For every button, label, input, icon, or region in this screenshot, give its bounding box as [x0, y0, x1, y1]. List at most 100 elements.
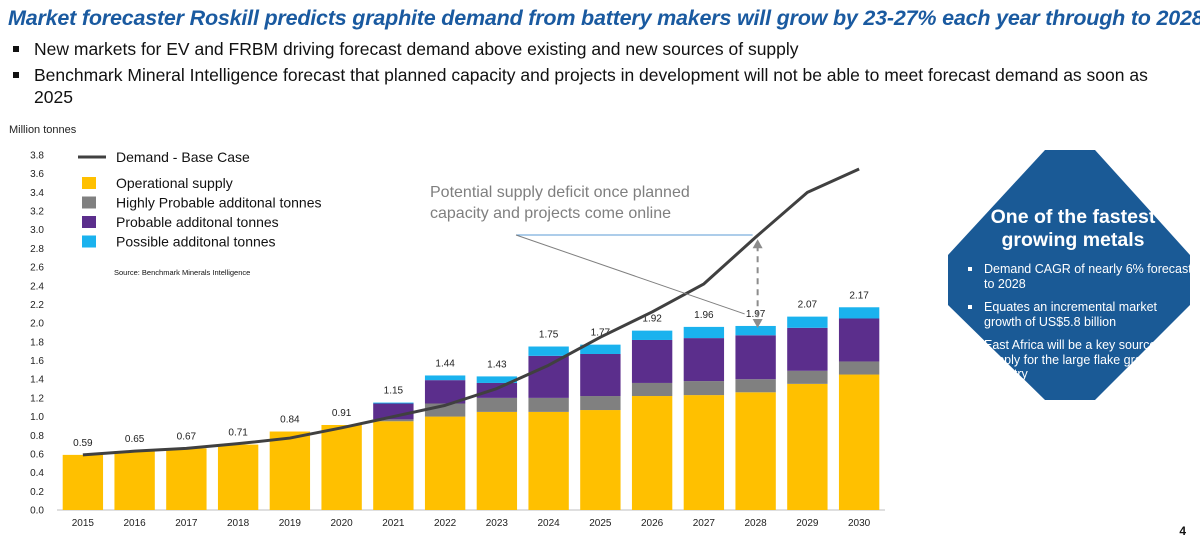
data-label: 1.44	[435, 358, 455, 369]
y-tick-label: 0.4	[30, 468, 44, 479]
data-label: 2.17	[849, 290, 869, 301]
bar-segment	[838, 318, 880, 362]
bar-segment	[683, 381, 725, 396]
bar-segment	[631, 382, 673, 397]
x-tick-label: 2023	[486, 518, 509, 529]
x-tick-label: 2028	[745, 518, 768, 529]
bullet-item: Benchmark Mineral Intelligence forecast …	[10, 64, 1170, 108]
bar-segment	[683, 395, 725, 510]
bullet-text: Benchmark Mineral Intelligence forecast …	[34, 65, 1148, 107]
bar-segment	[787, 327, 828, 371]
legend-swatch	[82, 235, 96, 248]
bar-segment	[631, 330, 673, 340]
data-label: 0.84	[280, 415, 300, 426]
legend-label: Possible additonal tonnes	[116, 234, 276, 250]
bar-segment	[838, 374, 880, 510]
bar-segment	[787, 316, 828, 328]
callout-panel: One of the fastest growing metals Demand…	[958, 206, 1198, 391]
data-label: 0.71	[228, 428, 248, 439]
data-label: 1.97	[746, 309, 766, 320]
y-axis-label: Million tonnes	[9, 124, 77, 136]
deficit-annotation-line: capacity and projects come online	[430, 205, 671, 222]
legend-label: Probable additonal tonnes	[116, 214, 279, 230]
annotation-leader-line	[515, 234, 745, 315]
y-tick-label: 1.6	[30, 356, 44, 367]
x-tick-label: 2029	[796, 518, 819, 529]
bar-segment	[787, 370, 828, 384]
y-tick-label: 2.2	[30, 300, 44, 311]
data-label: 0.65	[125, 434, 145, 445]
callout-item: Demand CAGR of nearly 6% forecast to 202…	[958, 262, 1194, 291]
legend-label: Demand - Base Case	[116, 149, 250, 165]
bar-segment	[476, 382, 518, 398]
data-label: 0.91	[332, 408, 352, 419]
x-tick-label: 2016	[124, 518, 147, 529]
x-tick-label: 2021	[382, 518, 405, 529]
bar-segment	[373, 419, 414, 422]
data-label: 1.75	[539, 330, 559, 341]
bar-segment	[476, 411, 518, 510]
x-tick-label: 2019	[279, 518, 302, 529]
bar-segment	[424, 380, 466, 404]
x-tick-label: 2022	[434, 518, 457, 529]
y-tick-label: 1.0	[30, 412, 44, 423]
legend-label: Highly Probable additonal tonnes	[116, 195, 321, 211]
x-tick-label: 2020	[331, 518, 354, 529]
bar-segment	[735, 379, 776, 393]
legend-swatch	[82, 196, 96, 209]
data-label: 0.59	[73, 438, 93, 449]
bar-segment	[166, 448, 207, 510]
callout-item: Equates an incremental market growth of …	[958, 300, 1194, 329]
y-tick-label: 0.2	[30, 487, 44, 498]
bar-segment	[787, 383, 828, 510]
y-tick-label: 3.6	[30, 169, 44, 180]
y-tick-label: 0.8	[30, 431, 44, 442]
y-tick-label: 3.4	[30, 188, 44, 199]
x-tick-label: 2025	[589, 518, 612, 529]
y-tick-label: 3.2	[30, 207, 44, 218]
bar-segment	[683, 338, 725, 382]
bar-segment	[683, 326, 725, 339]
bar-segment	[373, 421, 414, 510]
legend-label: Operational supply	[116, 175, 233, 191]
y-tick-label: 2.6	[30, 263, 44, 274]
x-tick-label: 2024	[538, 518, 561, 529]
callout-hexagon-shape	[948, 150, 1190, 400]
y-tick-label: 0.6	[30, 449, 44, 460]
bar-segment	[528, 397, 569, 412]
deficit-annotation-line: Potential supply deficit once planned	[430, 184, 690, 201]
bar-segment	[735, 325, 776, 336]
bullet-square-icon	[968, 343, 972, 347]
y-tick-label: 2.4	[30, 281, 44, 292]
bar-segment	[580, 344, 621, 354]
bar-segment	[528, 355, 569, 398]
callout-item: East Africa will be a key source of supp…	[958, 338, 1194, 382]
bar-segment	[217, 444, 259, 510]
callout-title: One of the fastest growing metals	[990, 206, 1156, 251]
y-tick-label: 3.8	[30, 151, 44, 162]
bar-segment	[631, 339, 673, 383]
deficit-annotation: Potential supply deficit once planned cap…	[430, 184, 690, 222]
page-number: 4	[1179, 524, 1186, 538]
bar-segment	[580, 396, 621, 411]
data-label: 1.15	[384, 386, 404, 397]
bullet-square-icon	[13, 72, 19, 78]
bar-segment	[424, 375, 466, 381]
x-tick-label: 2027	[693, 518, 716, 529]
x-tick-label: 2015	[72, 518, 95, 529]
bar-segment	[476, 397, 518, 412]
bullet-item: New markets for EV and FRBM driving fore…	[10, 38, 1170, 60]
callout-list: Demand CAGR of nearly 6% forecast to 202…	[958, 262, 1198, 382]
y-tick-label: 2.0	[30, 319, 44, 330]
bar-segment	[631, 396, 673, 510]
bar-segment	[580, 353, 621, 397]
bar-segment	[373, 402, 414, 404]
x-tick-label: 2018	[227, 518, 250, 529]
graphite-supply-demand-chart: Million tonnes 0.0 0.2 0.4 0.6 0.8 1.0 1.2 1.4 1.…	[9, 124, 885, 529]
bullet-square-icon	[968, 305, 972, 309]
legend-swatch	[82, 177, 96, 189]
bullet-text: New markets for EV and FRBM driving fore…	[34, 39, 799, 59]
x-tick-label: 2017	[175, 518, 198, 529]
callout-item-text: East Africa will be a key source of supp…	[984, 338, 1171, 381]
data-label: 1.92	[642, 314, 662, 325]
